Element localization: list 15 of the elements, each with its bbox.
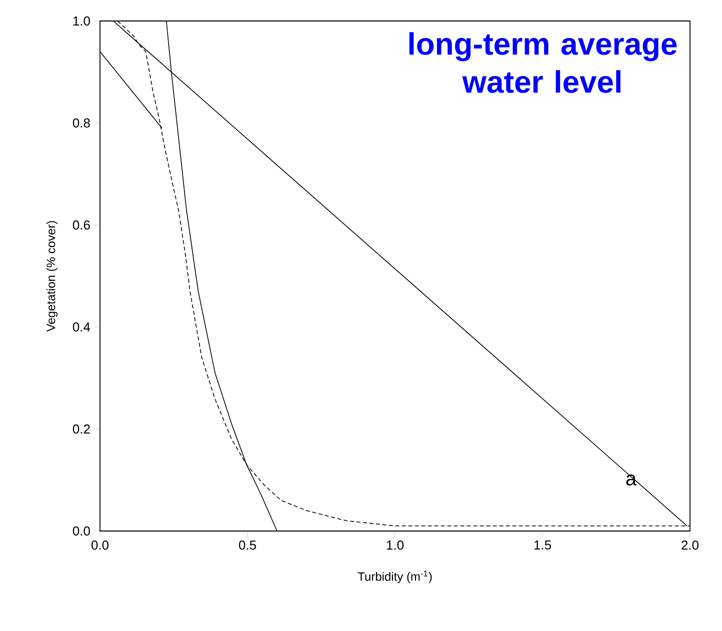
y-axis-title: Vegetation (% cover) [46,221,58,332]
y-tick-label: 0.8 [72,118,90,128]
text: long-term average water level [409,32,677,93]
y-tick-label: 0.0 [72,526,90,536]
y-tick-label: 0.6 [72,220,90,230]
y-tick-label: 0.2 [72,424,90,434]
x-tick-label: 0.5 [238,540,256,550]
annotation: a [626,474,637,486]
y-tick-label: 1.0 [73,16,90,26]
x-tick-label: 1.5 [534,540,551,550]
x-tick-label: 0.0 [91,540,109,550]
y-tick-label: 0.4 [72,322,90,332]
x-tick-label: 1.0 [386,540,404,550]
x-tick-label: 2.0 [682,540,699,550]
x-axis-title: Turbidity (m$^{-1}$) [358,570,432,584]
